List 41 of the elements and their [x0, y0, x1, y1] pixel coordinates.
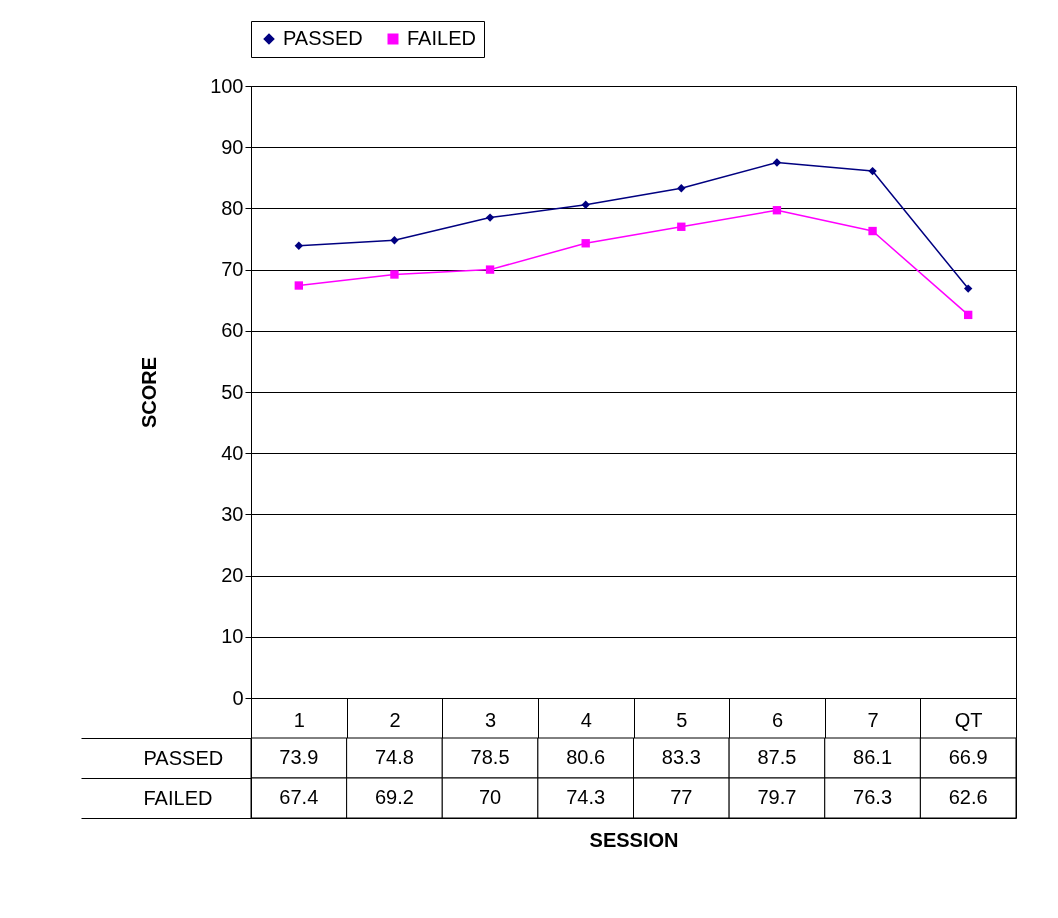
data-label: 70 — [478, 786, 502, 808]
x-tick-label: 5 — [676, 708, 688, 731]
y-tick-label: 30 — [221, 502, 244, 525]
y-tick-label: 10 — [221, 625, 244, 648]
y-tick-label: 40 — [221, 441, 244, 464]
y-tick-label: 0 — [232, 686, 244, 709]
data-label: 83.3 — [661, 746, 701, 768]
legend-label: PASSED — [283, 27, 363, 49]
y-tick-label: 60 — [221, 319, 244, 342]
data-label: 74.3 — [566, 786, 606, 808]
data-label: 80.6 — [566, 746, 606, 768]
legend-label: FAILED — [407, 27, 476, 49]
x-tick-label: 1 — [293, 708, 305, 731]
text: PASSED — [143, 746, 224, 769]
x-tick-label: QT — [954, 708, 983, 731]
data-label: 66.9 — [948, 746, 988, 768]
y-tick-label: 80 — [221, 196, 244, 219]
data-label: 74.8 — [374, 746, 414, 768]
y-tick-label: 90 — [221, 135, 244, 158]
text: FAILED — [143, 786, 213, 809]
x-axis-title: SESSION — [589, 828, 679, 851]
x-tick-label: 7 — [867, 708, 879, 731]
data-label: 86.1 — [853, 746, 893, 768]
y-tick-label: 50 — [221, 380, 244, 403]
data-label: 76.3 — [853, 786, 893, 808]
data-label: 79.7 — [757, 786, 797, 808]
x-tick-label: 4 — [580, 708, 592, 731]
x-tick-label: 6 — [771, 708, 783, 731]
data-label: 78.5 — [470, 746, 510, 768]
data-label: 77 — [670, 786, 693, 808]
data-label: 67.4 — [279, 786, 319, 808]
y-tick-label: 100 — [210, 74, 244, 97]
data-label: 73.9 — [279, 746, 319, 768]
x-tick-label: 3 — [485, 708, 497, 731]
y-tick-label: 70 — [221, 258, 244, 281]
data-label: 62.6 — [948, 786, 988, 808]
y-axis-title: SCORE — [138, 356, 161, 429]
x-tick-label: 2 — [389, 708, 401, 731]
y-tick-label: 20 — [221, 564, 244, 587]
data-label: 87.5 — [757, 746, 797, 768]
data-label: 69.2 — [374, 786, 414, 808]
